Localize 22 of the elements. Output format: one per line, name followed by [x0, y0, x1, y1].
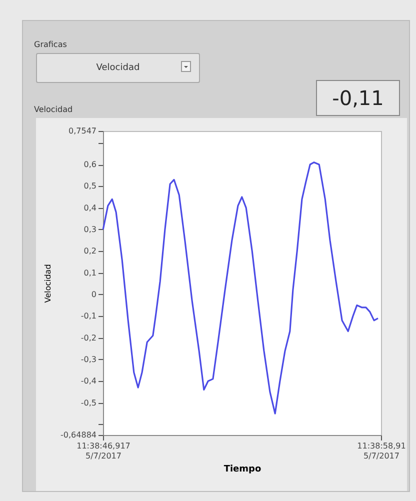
y-tick-label: 0,3: [84, 224, 96, 234]
y-tick-label: -0,2: [80, 333, 96, 342]
x-tick-label: 11:38:46,917 5/7/2017: [76, 442, 130, 460]
y-tick-label: 0,1: [84, 268, 96, 278]
chart-title: Velocidad: [34, 105, 73, 114]
y-tick-label: 0: [91, 290, 96, 299]
y-tick-label: 0,6: [84, 160, 96, 170]
text: Velocidad: [36, 53, 200, 83]
y-axis-title: Velocidad: [44, 264, 53, 303]
text: -0,11: [316, 80, 400, 116]
y-tick-label: 0,7547: [68, 126, 96, 136]
y-tick-label: 0,2: [84, 246, 96, 256]
y-tick-label: -0,5: [80, 398, 96, 408]
x-axis-title: Tiempo: [224, 464, 262, 474]
x-tick-label: 11:38:58,91 5/7/2017: [357, 442, 406, 460]
y-tick-label: -0,1: [80, 312, 96, 321]
y-tick-label: 0,4: [84, 203, 96, 212]
y-tick-label: -0,4: [80, 376, 96, 386]
y-tick-label: -0,3: [80, 354, 96, 364]
text: Graficas: [34, 40, 67, 49]
y-tick-label: -0,64884: [60, 430, 96, 440]
y-tick-label: 0,5: [84, 182, 96, 191]
